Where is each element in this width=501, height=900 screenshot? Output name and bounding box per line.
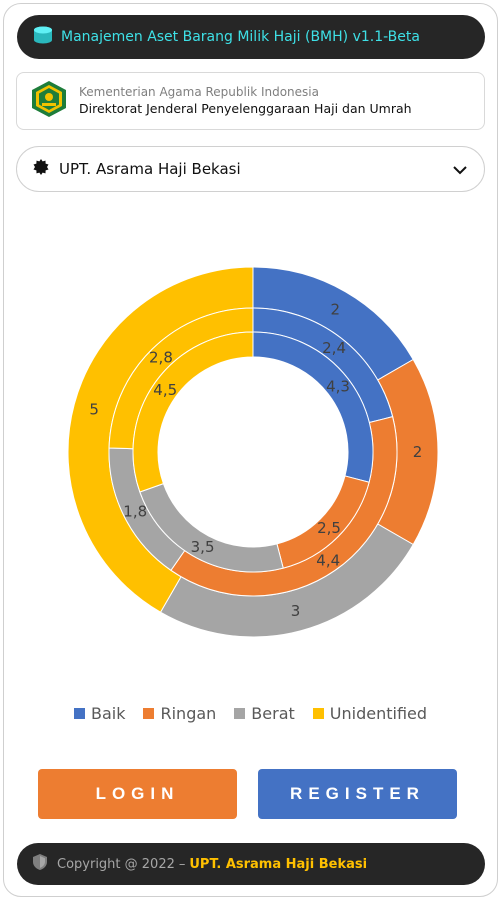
legend-item-baik: Baik xyxy=(73,703,126,723)
data-label: 1,8 xyxy=(123,503,147,521)
chart-legend: Baik Ringan Berat Unidentified xyxy=(0,700,501,726)
legend-label: Berat xyxy=(251,703,295,723)
data-label: 2,8 xyxy=(149,348,173,366)
data-label: 4,3 xyxy=(326,377,350,395)
data-label: 2,4 xyxy=(322,339,346,357)
legend-swatch-berat xyxy=(234,707,246,719)
unit-select[interactable]: UPT. Asrama Haji Bekasi xyxy=(16,146,485,192)
data-label: 3 xyxy=(291,602,301,620)
register-button[interactable]: REGISTER xyxy=(258,769,457,819)
data-label: 5 xyxy=(89,400,99,418)
footer-bar: Copyright @ 2022 – UPT. Asrama Haji Beka… xyxy=(17,843,485,885)
org-card: Kementerian Agama Republik Indonesia Dir… xyxy=(16,72,485,130)
doughnut-chart-svg: 2 2 3 5 2,4 4,4 1,8 2,8 4,3 2,5 3,5 4,5 xyxy=(67,266,439,638)
data-label: 4,4 xyxy=(316,551,340,569)
data-label: 2,5 xyxy=(317,519,341,537)
ministry-name: Kementerian Agama Republik Indonesia xyxy=(79,85,319,99)
legend-swatch-unidentified xyxy=(312,707,324,719)
chevron-down-icon[interactable] xyxy=(452,160,468,179)
directorate-name: Direktorat Jenderal Penyelenggaraan Haji… xyxy=(79,101,412,116)
shield-icon xyxy=(33,854,47,874)
box-icon xyxy=(33,26,53,48)
data-label: 3,5 xyxy=(191,538,215,556)
legend-item-ringan: Ringan xyxy=(143,704,216,723)
kemenag-logo xyxy=(29,79,69,123)
app-title: Manajemen Aset Barang Milik Haji (BMH) v… xyxy=(61,29,420,45)
legend-label: Unidentified xyxy=(329,703,428,723)
gear-icon xyxy=(33,159,49,179)
header-bar: Manajemen Aset Barang Milik Haji (BMH) v… xyxy=(17,15,485,59)
slice-unidentified-ring-3 xyxy=(132,331,254,493)
legend-label: Ringan xyxy=(160,703,217,723)
legend-swatch-baik xyxy=(73,707,85,719)
login-button[interactable]: LOGIN xyxy=(38,769,237,819)
asset-condition-chart: 2 2 3 5 2,4 4,4 1,8 2,8 4,3 2,5 3,5 4,5 xyxy=(0,240,501,700)
legend-label: Baik xyxy=(90,703,126,723)
copyright-text: Copyright @ 2022 xyxy=(57,856,175,872)
footer-separator: – xyxy=(178,856,186,872)
legend-item-berat: Berat xyxy=(234,703,295,723)
footer-unit-name: UPT. Asrama Haji Bekasi xyxy=(189,856,368,872)
legend-swatch-ringan xyxy=(143,707,155,719)
data-label: 2 xyxy=(413,443,423,461)
unit-select-value: UPT. Asrama Haji Bekasi xyxy=(59,160,241,178)
data-label: 2 xyxy=(330,301,340,319)
legend-item-unidentified: Unidentified xyxy=(312,703,428,723)
data-label: 4,5 xyxy=(153,381,177,399)
